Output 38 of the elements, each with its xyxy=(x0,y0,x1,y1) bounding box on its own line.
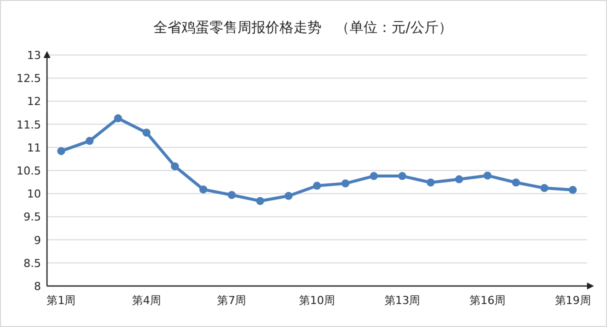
y-tick-label: 8.5 xyxy=(24,256,41,270)
y-tick-label: 11.5 xyxy=(16,118,41,132)
x-tick-label: 第7周 xyxy=(217,294,246,307)
y-tick-label: 10 xyxy=(27,188,41,201)
point xyxy=(398,172,406,180)
point xyxy=(57,147,66,156)
point xyxy=(284,192,293,200)
x-tick-label: 第10周 xyxy=(299,294,335,307)
point xyxy=(313,182,321,190)
y-tick-label: 9.5 xyxy=(24,210,41,224)
x-tick-label: 第19周 xyxy=(554,294,591,307)
y-tick-label: 11 xyxy=(27,141,41,154)
x-tick-label: 第16周 xyxy=(470,294,506,307)
point xyxy=(199,185,208,194)
point xyxy=(228,190,236,199)
point xyxy=(170,162,179,170)
chart-title: 全省鸡蛋零售周报价格走势 （单位：元/公斤） xyxy=(154,20,452,36)
point xyxy=(455,175,464,184)
y-tick-label: 10.5 xyxy=(16,164,41,178)
y-tick-label: 9 xyxy=(34,234,41,247)
y-tick-label: 13 xyxy=(27,49,41,62)
y-tick-label: 12 xyxy=(27,95,41,108)
point xyxy=(86,136,94,145)
point xyxy=(568,186,577,194)
point xyxy=(256,196,264,205)
point xyxy=(426,178,435,187)
point xyxy=(341,179,350,188)
point xyxy=(142,128,150,137)
point xyxy=(114,114,122,122)
x-tick-label: 第13周 xyxy=(384,294,420,307)
y-tick-label: 8 xyxy=(34,280,41,293)
y-tick-label: 12.5 xyxy=(16,72,41,86)
x-tick-label: 第4周 xyxy=(132,294,161,307)
point xyxy=(370,172,378,180)
point xyxy=(540,184,548,192)
x-tick-label: 第1周 xyxy=(46,294,76,307)
point xyxy=(484,172,492,180)
point xyxy=(512,178,520,187)
